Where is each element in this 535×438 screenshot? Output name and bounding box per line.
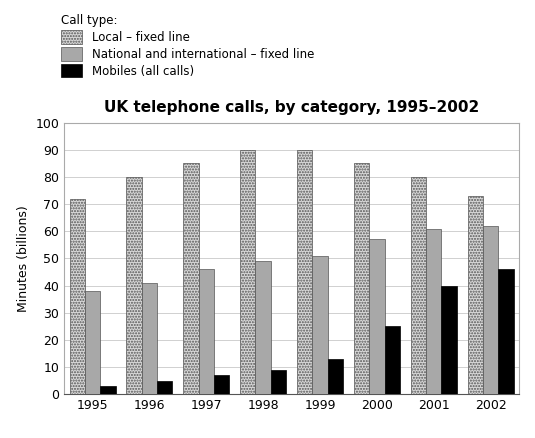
Bar — [411, 177, 426, 394]
Bar — [157, 381, 172, 394]
Bar — [297, 150, 312, 394]
Bar — [240, 150, 256, 394]
Bar — [498, 269, 514, 394]
Bar — [369, 240, 385, 394]
Bar — [468, 196, 483, 394]
Bar — [441, 286, 457, 394]
Bar — [100, 386, 116, 394]
Bar — [126, 177, 142, 394]
Bar — [142, 283, 157, 394]
Bar — [271, 370, 286, 394]
Bar — [426, 229, 441, 394]
Title: UK telephone calls, by category, 1995–2002: UK telephone calls, by category, 1995–20… — [104, 99, 479, 114]
Bar — [214, 375, 230, 394]
Y-axis label: Minutes (billions): Minutes (billions) — [17, 205, 30, 312]
Bar — [70, 199, 85, 394]
Bar — [312, 256, 327, 394]
Bar — [184, 163, 198, 394]
Bar — [483, 226, 498, 394]
Legend: Local – fixed line, National and international – fixed line, Mobiles (all calls): Local – fixed line, National and interna… — [61, 14, 314, 78]
Bar — [354, 163, 369, 394]
Bar — [256, 261, 271, 394]
Bar — [198, 269, 214, 394]
Bar — [85, 291, 100, 394]
Bar — [327, 359, 343, 394]
Bar — [385, 326, 400, 394]
